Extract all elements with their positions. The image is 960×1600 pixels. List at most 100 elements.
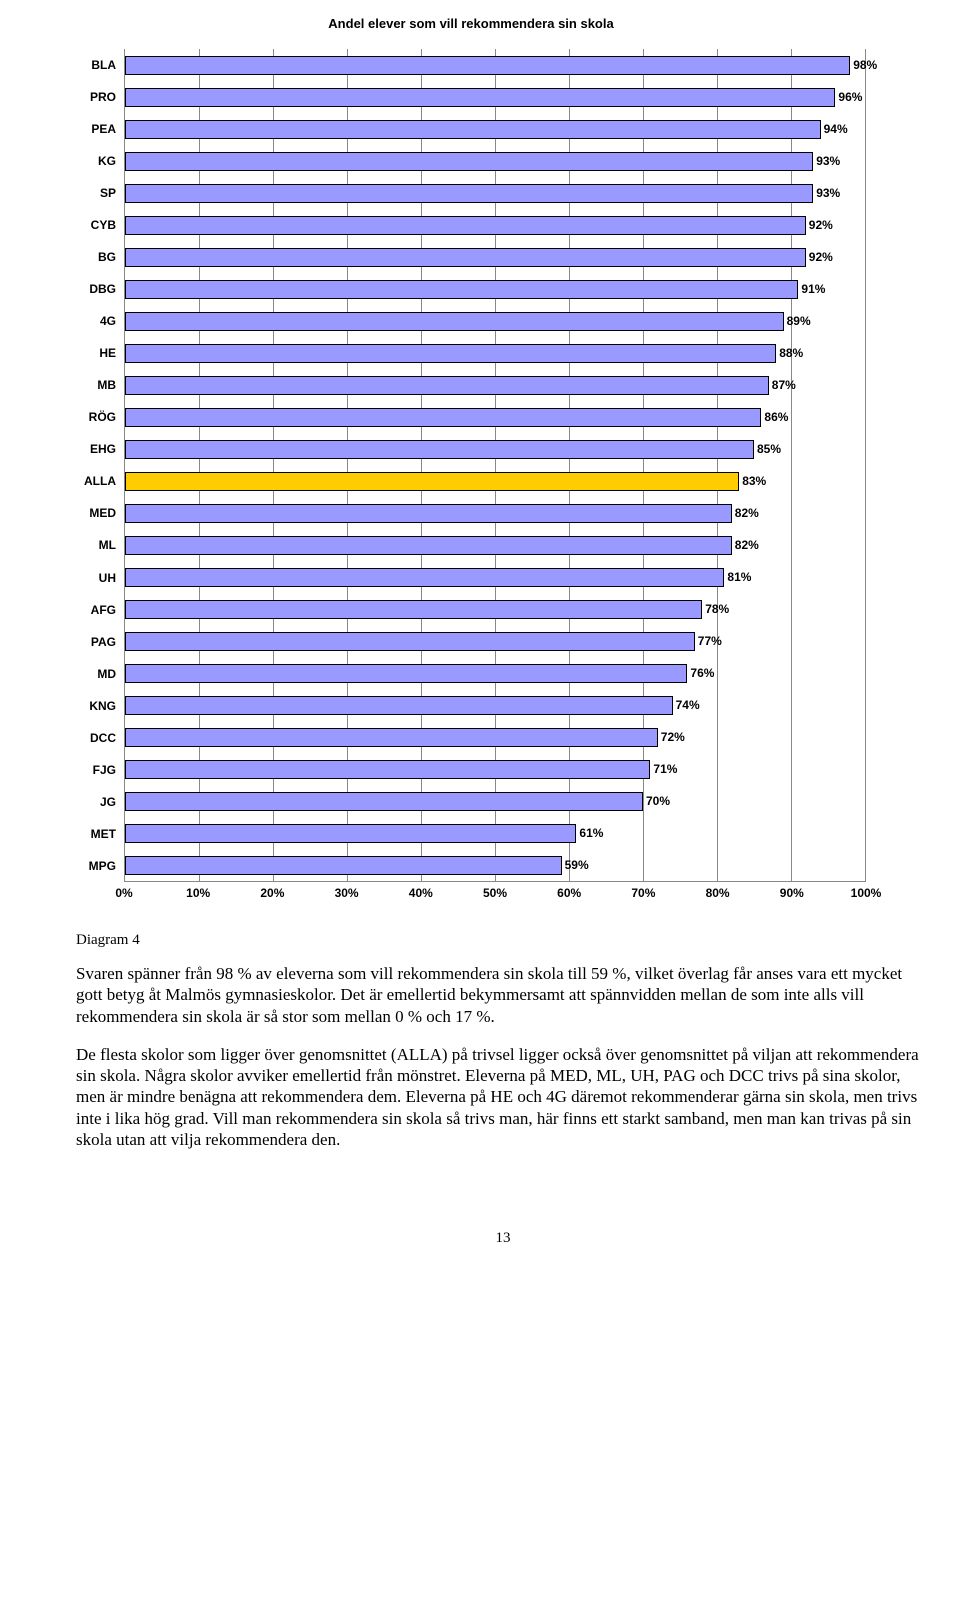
bar: 70% [125, 792, 643, 811]
bar: 92% [125, 248, 806, 267]
bar: 87% [125, 376, 769, 395]
y-axis-label: SP [100, 177, 116, 209]
x-axis-tick: 90% [780, 886, 804, 900]
bar-row: 78% [125, 593, 865, 625]
page: Andel elever som vill rekommendera sin s… [0, 0, 960, 1287]
bar-row: 74% [125, 689, 865, 721]
y-axis-label: MD [97, 658, 116, 690]
bar-value-label: 92% [809, 250, 833, 264]
bar-row: 98% [125, 49, 865, 81]
x-axis-tick: 60% [557, 886, 581, 900]
plot-outer: BLAPROPEAKGSPCYBBGDBG4GHEMBRÖGEHGALLAMED… [76, 49, 866, 882]
bar-value-label: 70% [646, 794, 670, 808]
bar-value-label: 87% [772, 378, 796, 392]
x-axis-tick: 30% [335, 886, 359, 900]
y-axis-label: MET [91, 818, 116, 850]
bar-value-label: 81% [727, 570, 751, 584]
y-axis-label: PAG [91, 626, 116, 658]
bar: 93% [125, 184, 813, 203]
bar: 85% [125, 440, 754, 459]
bar: 93% [125, 152, 813, 171]
bar-row: 59% [125, 849, 865, 881]
y-axis-label: JG [100, 786, 116, 818]
x-axis-labels: 0%10%20%30%40%50%60%70%80%90%100% [124, 882, 866, 906]
y-axis-label: HE [99, 337, 116, 369]
y-axis-label: MB [97, 369, 116, 401]
bar: 82% [125, 536, 732, 555]
bar-row: 85% [125, 433, 865, 465]
y-axis-label: RÖG [89, 401, 116, 433]
y-axis-label: DCC [90, 722, 116, 754]
bar: 81% [125, 568, 724, 587]
y-axis-label: EHG [90, 433, 116, 465]
bar-row: 86% [125, 401, 865, 433]
bar: 59% [125, 856, 562, 875]
bar-row: 92% [125, 209, 865, 241]
bar: 82% [125, 504, 732, 523]
paragraph-1: Svaren spänner från 98 % av eleverna som… [76, 963, 930, 1027]
y-axis-label: AFG [91, 594, 116, 626]
y-axis-label: BLA [91, 49, 116, 81]
bar-row: 71% [125, 753, 865, 785]
y-axis-label: BG [98, 241, 116, 273]
bar-row: 87% [125, 369, 865, 401]
x-axis-tick: 10% [186, 886, 210, 900]
x-axis-tick: 0% [115, 886, 132, 900]
bar-value-label: 89% [787, 314, 811, 328]
bar-value-label: 92% [809, 218, 833, 232]
bar-value-label: 71% [653, 762, 677, 776]
bar-chart: Andel elever som vill rekommendera sin s… [76, 10, 866, 906]
bar-value-label: 82% [735, 538, 759, 552]
y-axis-label: FJG [93, 754, 116, 786]
bar-value-label: 93% [816, 186, 840, 200]
bar: 78% [125, 600, 702, 619]
bar-row: 93% [125, 145, 865, 177]
bar-row: 82% [125, 529, 865, 561]
bar: 88% [125, 344, 776, 363]
y-axis-label: ALLA [84, 465, 116, 497]
x-axis-tick: 80% [706, 886, 730, 900]
x-axis-tick: 50% [483, 886, 507, 900]
bar: 94% [125, 120, 821, 139]
diagram-caption: Diagram 4 [76, 932, 930, 949]
bar-value-label: 82% [735, 506, 759, 520]
bar: 98% [125, 56, 850, 75]
y-axis-label: KG [98, 145, 116, 177]
x-axis-tick: 70% [631, 886, 655, 900]
bar-value-label: 59% [565, 858, 589, 872]
bar-row: 94% [125, 113, 865, 145]
bar: 76% [125, 664, 687, 683]
bar: 77% [125, 632, 695, 651]
bar: 71% [125, 760, 650, 779]
bar: 92% [125, 216, 806, 235]
bar-row: 91% [125, 273, 865, 305]
bar-value-label: 86% [764, 410, 788, 424]
y-axis-label: DBG [89, 273, 116, 305]
plot-area: 98%96%94%93%93%92%92%91%89%88%87%86%85%8… [124, 49, 866, 882]
x-axis-tick: 100% [851, 886, 882, 900]
y-axis-labels: BLAPROPEAKGSPCYBBGDBG4GHEMBRÖGEHGALLAMED… [76, 49, 124, 882]
bar-value-label: 96% [838, 90, 862, 104]
bar-value-label: 91% [801, 282, 825, 296]
bar-value-label: 74% [676, 698, 700, 712]
bar-row: 81% [125, 561, 865, 593]
bar: 96% [125, 88, 835, 107]
page-number: 13 [76, 1230, 930, 1247]
bar-value-label: 61% [579, 826, 603, 840]
bar: 74% [125, 696, 673, 715]
bar-row: 89% [125, 305, 865, 337]
bar: 91% [125, 280, 798, 299]
paragraph-2: De flesta skolor som ligger över genomsn… [76, 1044, 930, 1150]
bar-value-label: 85% [757, 442, 781, 456]
bar: 89% [125, 312, 784, 331]
y-axis-label: KNG [89, 690, 116, 722]
y-axis-label: 4G [100, 305, 116, 337]
y-axis-label: PRO [90, 81, 116, 113]
bar-value-label: 76% [690, 666, 714, 680]
bar-value-label: 77% [698, 634, 722, 648]
bar-row: 76% [125, 657, 865, 689]
bar-row: 93% [125, 177, 865, 209]
bar-row: 61% [125, 817, 865, 849]
bar: 83% [125, 472, 739, 491]
bar-value-label: 94% [824, 122, 848, 136]
